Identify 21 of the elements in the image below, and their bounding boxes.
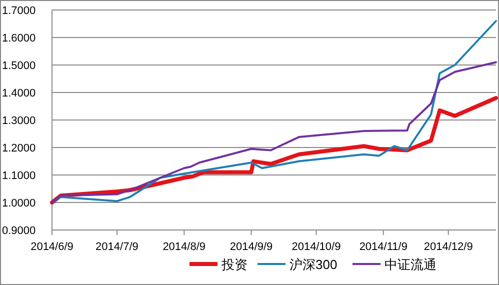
x-tick-label: 2014/6/9	[30, 241, 74, 253]
y-tick-label: 1.0000	[2, 198, 36, 210]
legend-label: 中证流通	[384, 257, 436, 272]
y-tick-label: 1.6000	[2, 32, 36, 44]
x-tick-label: 2014/10/9	[292, 241, 341, 253]
y-tick-label: 1.4000	[2, 88, 36, 100]
legend-label: 投资	[220, 257, 248, 272]
y-tick-label: 1.5000	[2, 60, 36, 72]
y-tick-label: 1.7000	[2, 5, 36, 17]
x-tick-label: 2014/12/9	[424, 241, 473, 253]
x-tick-label: 2014/7/9	[96, 241, 138, 253]
x-tick-label: 2014/11/9	[359, 241, 408, 253]
x-tick-label: 2014/8/9	[162, 241, 206, 253]
y-tick-label: 1.1000	[2, 170, 36, 182]
y-tick-label: 1.3000	[2, 115, 36, 127]
x-tick-label: 2014/9/9	[230, 241, 273, 253]
y-tick-label: 0.9000	[2, 225, 36, 237]
line-series	[51, 61, 497, 204]
legend-label: 沪深300	[290, 257, 338, 272]
line-series	[51, 20, 497, 204]
y-tick-label: 1.2000	[2, 142, 36, 154]
